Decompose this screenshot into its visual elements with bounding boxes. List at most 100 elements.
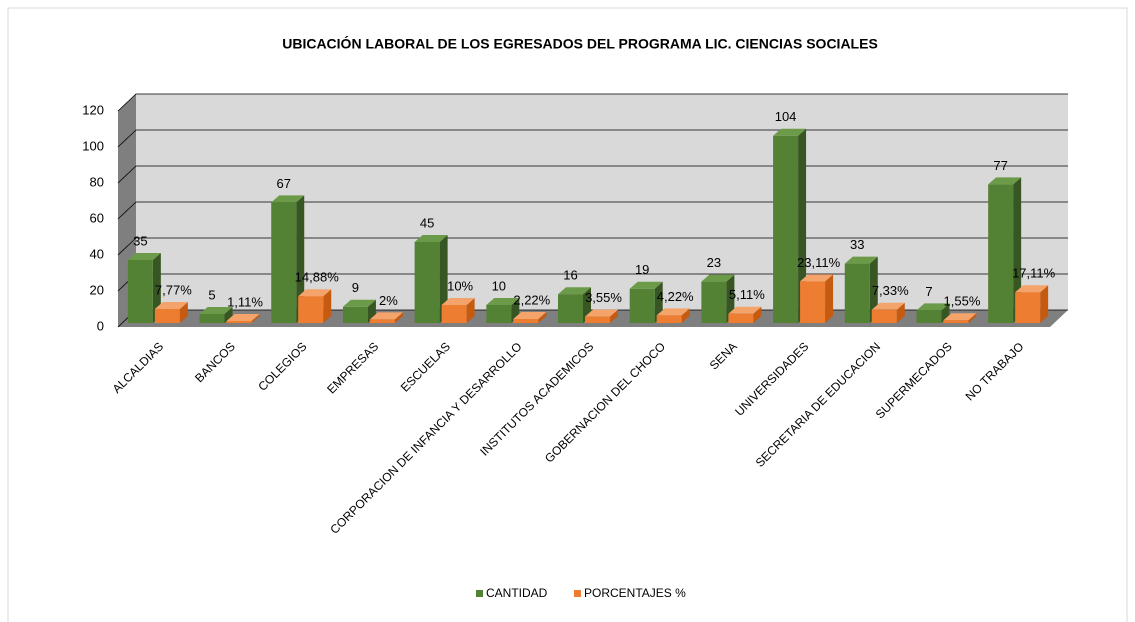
- bar: [127, 253, 161, 323]
- data-label: 3,55%: [585, 290, 622, 305]
- bar: [1015, 285, 1049, 323]
- bar: [513, 312, 547, 323]
- bar-face: [585, 309, 618, 317]
- bar-face: [538, 312, 547, 323]
- data-label: 1,11%: [227, 294, 263, 309]
- bar-face: [629, 288, 655, 323]
- data-label: 19: [635, 262, 649, 277]
- bar-face: [1040, 285, 1049, 323]
- bar-face: [1015, 285, 1049, 293]
- bar: [271, 195, 305, 323]
- bar: [441, 298, 475, 323]
- bar-face: [558, 294, 583, 323]
- bar-face: [226, 314, 260, 322]
- legend-label: PORCENTAJES %: [584, 586, 686, 600]
- bar: [154, 302, 188, 323]
- legend-swatch: [476, 590, 483, 597]
- bar-face: [226, 321, 252, 323]
- bar-face: [414, 235, 448, 242]
- bar-face: [610, 309, 618, 323]
- bar-face: [800, 274, 834, 282]
- bar-face: [943, 313, 977, 321]
- bar-face: [988, 177, 1022, 185]
- legend-swatch: [574, 590, 581, 597]
- bar: [342, 299, 376, 323]
- bar: [629, 281, 663, 323]
- bar-face: [701, 274, 735, 282]
- data-label: 10: [492, 278, 506, 293]
- bar-face: [585, 316, 610, 323]
- y-tick-label: 120: [82, 102, 104, 117]
- bar-face: [1013, 177, 1022, 323]
- bar-face: [513, 312, 547, 320]
- bar-face: [179, 302, 188, 323]
- bar-face: [513, 319, 539, 323]
- y-tick-label: 80: [90, 174, 104, 189]
- data-label: 16: [563, 268, 577, 283]
- bar-face: [916, 310, 942, 323]
- bar-face: [271, 202, 297, 323]
- data-label: 5,11%: [729, 287, 765, 302]
- bar-face: [941, 303, 950, 323]
- data-label: 2,22%: [513, 292, 550, 307]
- bar-face: [728, 306, 762, 314]
- bar: [943, 313, 977, 323]
- bar-face: [943, 320, 969, 323]
- bar-face: [127, 253, 161, 260]
- bar-face: [127, 260, 153, 323]
- bar-face: [558, 287, 591, 295]
- bar-face: [871, 309, 897, 323]
- bar-face: [394, 312, 403, 323]
- bar-face: [753, 306, 762, 323]
- data-label: 17,11%: [1012, 266, 1056, 281]
- bar-face: [342, 306, 368, 323]
- bar-face: [152, 253, 161, 323]
- bar-face: [369, 319, 395, 323]
- bar-face: [439, 235, 448, 323]
- data-label: 45: [420, 215, 434, 230]
- bar: [800, 274, 834, 323]
- data-label: 7: [925, 284, 932, 299]
- data-label: 5: [208, 287, 215, 302]
- bar-face: [968, 313, 977, 323]
- data-label: 9: [352, 280, 359, 295]
- bar-face: [629, 281, 663, 289]
- data-label: 23,11%: [797, 255, 841, 270]
- grid-line: [117, 93, 1068, 112]
- data-label: 77: [993, 158, 1007, 173]
- legend-label: CANTIDAD: [486, 586, 548, 600]
- bar-face: [728, 313, 754, 323]
- data-label: 104: [775, 109, 797, 124]
- bar-face: [486, 298, 520, 305]
- bar-face: [844, 263, 870, 323]
- bar-face: [251, 314, 260, 323]
- bar-face: [916, 303, 950, 311]
- data-label: 33: [850, 237, 864, 252]
- bar: [728, 306, 762, 323]
- data-label: 1,55%: [944, 294, 981, 309]
- grid-line: [117, 237, 1068, 256]
- bar: [369, 312, 403, 323]
- bar-face: [441, 298, 475, 305]
- bar-face: [414, 242, 440, 323]
- grid-line: [117, 165, 1068, 184]
- data-label: 67: [276, 176, 290, 191]
- bar: [585, 309, 618, 323]
- bar-face: [298, 289, 332, 297]
- bar: [298, 289, 332, 323]
- bar-face: [199, 307, 233, 314]
- bar-face: [773, 128, 807, 136]
- bar-face: [199, 314, 225, 323]
- bar-face: [844, 256, 878, 264]
- y-tick-label: 40: [90, 246, 104, 261]
- data-label: 35: [133, 233, 147, 248]
- data-label: 2%: [379, 293, 398, 308]
- bar-face: [271, 195, 305, 203]
- bar: [226, 314, 260, 323]
- bar-face: [798, 128, 807, 323]
- grid-line: [117, 201, 1068, 220]
- bar-face: [701, 281, 727, 323]
- bar: [871, 302, 905, 323]
- bar-face: [988, 184, 1014, 323]
